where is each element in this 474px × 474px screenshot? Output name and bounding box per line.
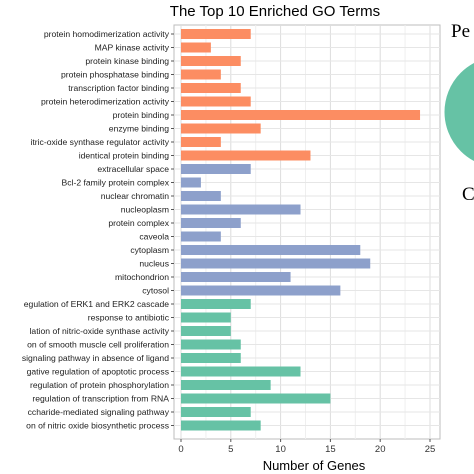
category-label: regulation of transcription from RNA (32, 394, 169, 404)
category-label: transcription factor binding (68, 83, 169, 93)
bar (181, 366, 301, 377)
bar (181, 42, 211, 53)
category-label: cytoplasm (130, 245, 169, 255)
legend-label-fragment: C (462, 184, 474, 205)
category-label: nucleoplasm (121, 205, 169, 215)
pie-chart-fragment (443, 61, 474, 163)
legend-title-fragment: Pe (451, 21, 470, 42)
category-label: itric-oxide synthase regulator activity (30, 137, 169, 147)
bar (181, 150, 311, 161)
category-label: nuclear chromatin (101, 191, 170, 201)
x-tick-label: 10 (275, 444, 286, 455)
category-label: egulation of ERK1 and ERK2 cascade (24, 299, 169, 309)
x-tick-label: 25 (425, 444, 436, 455)
category-label: on of smooth muscle cell proliferation (27, 340, 169, 350)
bar (181, 137, 221, 147)
x-tick-label: 5 (228, 444, 233, 455)
bars (181, 29, 421, 431)
bar (181, 96, 251, 107)
bar (181, 123, 261, 134)
category-label: enzyme binding (109, 124, 169, 134)
category-label: regulation of protein phosphorylation (30, 380, 169, 390)
category-label: ccharide-mediated signaling pathway (28, 407, 170, 417)
bar (181, 272, 291, 282)
category-label: protein homodimerization activity (44, 29, 170, 39)
category-label: gative regulation of apoptotic process (27, 367, 169, 377)
bar (181, 393, 331, 404)
bar (181, 83, 241, 93)
bar (181, 285, 341, 296)
bar (181, 29, 251, 39)
bar (181, 407, 251, 417)
category-label: protein phosphatase binding (61, 70, 169, 80)
x-axis-title: Number of Genes (263, 458, 366, 473)
bar (181, 204, 301, 215)
bar (181, 177, 201, 188)
bar (181, 353, 241, 363)
category-label: protein kinase binding (85, 56, 169, 66)
bar (181, 218, 241, 228)
category-label: cytosol (142, 286, 169, 296)
x-tick-label: 15 (325, 444, 336, 455)
category-labels: protein homodimerization activity MAP kin… (22, 29, 174, 431)
x-tick-label: 0 (178, 444, 183, 455)
category-label: extracellular space (97, 164, 169, 174)
category-label: protein heterodimerization activity (41, 97, 170, 107)
category-label: protein binding (113, 110, 170, 120)
category-label: Bcl-2 family protein complex (62, 178, 170, 188)
x-tick-label: 20 (375, 444, 386, 455)
bar (181, 312, 231, 323)
category-label: on of nitric oxide biosynthetic process (26, 421, 169, 431)
category-label: response to antibiotic (88, 313, 170, 323)
bar (181, 231, 221, 242)
bar (181, 245, 361, 255)
bar (181, 164, 251, 174)
category-label: caveola (139, 232, 169, 242)
bar (181, 69, 221, 80)
bar (181, 326, 231, 336)
bar (181, 380, 271, 390)
bar (181, 110, 421, 120)
bar (181, 420, 261, 431)
category-label: mitochondrion (115, 272, 169, 282)
bar (181, 339, 241, 350)
bar (181, 56, 241, 66)
chart-title: The Top 10 Enriched GO Terms (170, 3, 380, 20)
bar (181, 258, 371, 269)
category-label: MAP kinase activity (95, 43, 170, 53)
category-label: nucleus (139, 259, 169, 269)
bar (181, 299, 251, 309)
category-label: lation of nitric-oxide synthase activity (30, 326, 170, 336)
category-label: protein complex (108, 218, 169, 228)
category-label: identical protein binding (79, 151, 170, 161)
x-axis-ticks: 0 5 10 15 20 25 (178, 439, 435, 455)
category-label: signaling pathway in absence of ligand (22, 353, 169, 363)
bar (181, 191, 221, 201)
